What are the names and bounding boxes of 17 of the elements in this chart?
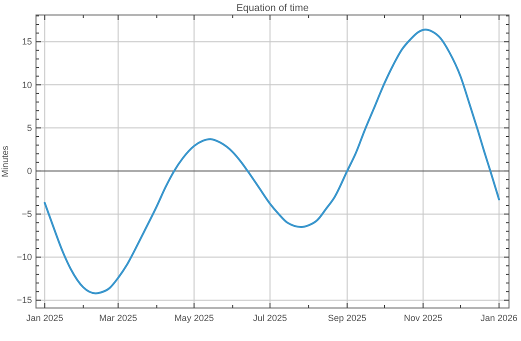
x-tick-label: Jan 2026 <box>480 313 518 323</box>
line-series <box>44 28 500 294</box>
y-tick-label: 5 <box>26 122 32 133</box>
x-tick-label: Nov 2025 <box>404 313 442 323</box>
x-tick-label: Jul 2025 <box>252 313 288 323</box>
x-tick-label: May 2025 <box>174 313 214 323</box>
x-tick-label: Sep 2025 <box>328 313 366 323</box>
y-tick-label: 0 <box>26 166 32 176</box>
x-tick-label: Mar 2025 <box>99 313 138 323</box>
y-tick-label: 15 <box>22 36 32 47</box>
y-tick-label: −15 <box>16 295 32 306</box>
y-tick-label: −10 <box>16 252 32 262</box>
y-tick-label: −5 <box>22 209 32 220</box>
y-tick-label: 10 <box>22 80 32 90</box>
x-tick-label: Jan 2025 <box>26 313 64 323</box>
chart-title: Equation of time <box>236 3 310 14</box>
y-axis-title: Minutes <box>0 145 10 178</box>
